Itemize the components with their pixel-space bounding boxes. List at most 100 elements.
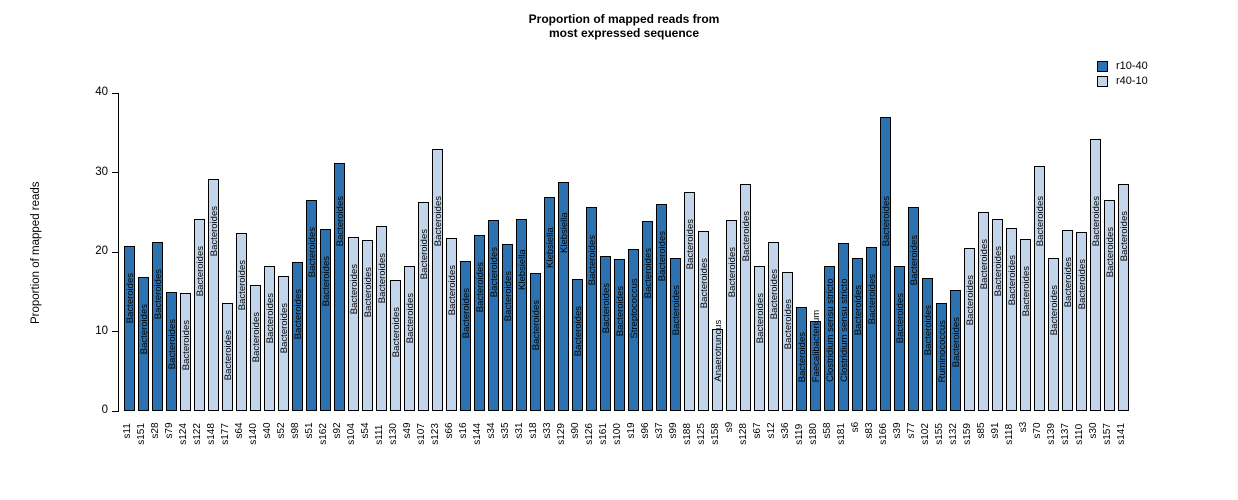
bar-s58: Clostridium sensu stricto xyxy=(823,266,836,411)
x-axis-label-s158: s158 xyxy=(709,423,721,445)
bar-taxon-label: Klebsiella xyxy=(558,212,570,254)
x-axis-label-s124: s124 xyxy=(177,423,189,445)
x-axis-label-s35: s35 xyxy=(499,422,511,439)
bar-s122: Bacteroides xyxy=(193,218,206,411)
bar-s31: Klebsiella xyxy=(515,219,528,411)
y-axis-tick xyxy=(112,92,119,94)
bar-s3: Bacteroides xyxy=(1019,238,1032,411)
bar-taxon-label: Clostridium sensu stricto xyxy=(824,278,836,382)
bar-s177: Bacteroides xyxy=(221,302,234,411)
bar-s96: Bacteroides xyxy=(641,221,654,411)
x-axis-label-s157: s157 xyxy=(1101,423,1113,445)
legend: r10-40 r40-10 xyxy=(1097,60,1148,90)
bar-taxon-label: Bacteroides xyxy=(390,306,402,358)
bar-s36: Bacteroides xyxy=(781,271,794,411)
x-axis-label-s132: s132 xyxy=(947,423,959,445)
bar-s77: Bacteroides xyxy=(907,207,920,411)
bar-taxon-label: Bacteroides xyxy=(152,269,164,320)
x-axis-label-s83: s83 xyxy=(863,422,875,439)
bar-taxon-label: Bacteroides xyxy=(964,275,976,326)
y-axis-tick-label: 0 xyxy=(101,404,108,416)
bar-taxon-label: Bacteroides xyxy=(446,264,458,315)
y-axis-tick xyxy=(112,410,119,412)
bar-taxon-label: Bacteroides xyxy=(362,267,374,318)
x-axis-label-s34: s34 xyxy=(485,422,497,439)
bar-s180: Faecalibacterium xyxy=(809,310,822,411)
x-axis-label-s9: s9 xyxy=(723,421,735,433)
x-axis-label-s129: s129 xyxy=(555,423,567,445)
bar-s30: Bacteroides xyxy=(1089,139,1102,411)
x-axis-label-s144: s144 xyxy=(471,423,483,445)
bar-s139: Bacteroides xyxy=(1047,257,1060,411)
bar-taxon-label: Bacteroides xyxy=(404,292,416,343)
x-axis-label-s36: s36 xyxy=(779,422,791,439)
bar-taxon-label: Bacteroides xyxy=(642,248,654,299)
bar-taxon-label: Bacteroides xyxy=(376,252,388,303)
x-axis-label-s18: s18 xyxy=(527,422,539,439)
bar-taxon-label: Bacteroides xyxy=(992,246,1004,297)
x-axis-label-s28: s28 xyxy=(149,422,161,439)
bar-taxon-label: Bacteroides xyxy=(698,258,710,309)
x-axis-label-s188: s188 xyxy=(681,423,693,445)
x-axis-label-s37: s37 xyxy=(653,422,665,439)
bar-taxon-label: Bacteroides xyxy=(432,196,444,247)
x-axis-label-s19: s19 xyxy=(625,422,637,439)
x-axis-label-s151: s151 xyxy=(135,423,147,445)
bar-taxon-label: Bacteroides xyxy=(866,274,878,325)
bar-s16: Bacteroides xyxy=(459,260,472,411)
legend-item: r40-10 xyxy=(1097,75,1148,87)
x-axis-label-s51: s51 xyxy=(303,422,315,439)
bar-s151: Bacteroides xyxy=(137,277,150,411)
x-axis-label-s122: s122 xyxy=(191,423,203,445)
chart-title: Proportion of mapped reads from most exp… xyxy=(118,12,1130,40)
x-axis-label-s30: s30 xyxy=(1087,422,1099,439)
bar-taxon-label: Bacteroides xyxy=(1118,210,1130,261)
bar-s111: Bacteroides xyxy=(375,225,388,411)
bar-taxon-label: Bacteroides xyxy=(292,289,304,340)
bar-taxon-label: Bacteroides xyxy=(978,239,990,290)
bar-s102: Bacteroides xyxy=(921,278,934,411)
plot-area: Bacteroides Bacteroides Bacteroides Bactero… xyxy=(112,92,1131,412)
bar-taxon-label: Bacteroides xyxy=(460,287,472,338)
bar-taxon-label: Bacteroides xyxy=(194,245,206,296)
bar-s181: Clostridium sensu stricto xyxy=(837,243,850,411)
x-axis-label-s177: s177 xyxy=(219,423,231,445)
bar-s49: Bacteroides xyxy=(403,265,416,411)
bar-s28: Bacteroides xyxy=(151,242,164,411)
bar-s188: Bacteroides xyxy=(683,192,696,411)
x-axis-label-s70: s70 xyxy=(1031,422,1043,439)
bar-taxon-label: Faecalibacterium xyxy=(810,309,822,382)
bar-taxon-label: Bacteroides xyxy=(950,317,962,368)
y-axis-tick-label: 10 xyxy=(95,324,108,337)
x-axis-label-s126: s126 xyxy=(583,423,595,445)
bar-taxon-label: Bacteroides xyxy=(180,320,192,371)
x-axis-label-s180: s180 xyxy=(807,423,819,445)
bar-taxon-label: Bacteroides xyxy=(278,302,290,354)
bar-s110: Bacteroides xyxy=(1075,232,1088,411)
bar-taxon-label: Bacteroides xyxy=(474,261,486,312)
bar-taxon-label: Bacteroides xyxy=(334,196,346,247)
x-axis-label-s141: s141 xyxy=(1115,423,1127,445)
bar-s129: Klebsiella xyxy=(557,182,570,411)
bar-s155: Ruminococcus xyxy=(935,302,948,411)
bar-s140: Bacteroides xyxy=(249,284,262,411)
bar-s158: Anaerotruncus xyxy=(711,320,724,411)
bar-taxon-label: Bacteroides xyxy=(138,304,150,355)
bar-s52: Bacteroides xyxy=(277,275,290,411)
bar-s37: Bacteroides xyxy=(655,204,668,411)
bar-taxon-label: Bacteroides xyxy=(1090,196,1102,247)
bar-s161: Bacteroides xyxy=(599,255,612,411)
x-axis-label-s104: s104 xyxy=(345,423,357,445)
x-axis-label-s16: s16 xyxy=(457,422,469,439)
bar-s99: Bacteroides xyxy=(669,257,682,411)
x-axis-label-s102: s102 xyxy=(919,423,931,445)
bar-s64: Bacteroides xyxy=(235,232,248,411)
bar-taxon-label: Bacteroides xyxy=(250,311,262,362)
x-axis-label-s66: s66 xyxy=(443,422,455,439)
x-axis-label-s40: s40 xyxy=(261,422,273,439)
x-axis-label-s166: s166 xyxy=(877,423,889,445)
bar-taxon-label: Bacteroides xyxy=(418,228,430,280)
bar-taxon-label: Bacteroides xyxy=(572,306,584,357)
bar-s51: Bacteroides xyxy=(305,200,318,411)
bar-taxon-label: Anaerotruncus xyxy=(712,320,724,382)
